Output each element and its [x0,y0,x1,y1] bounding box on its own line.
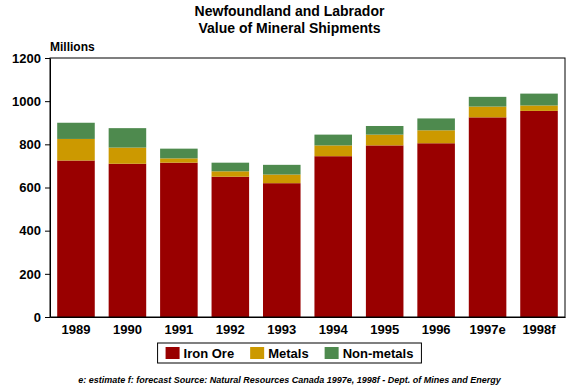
bar [263,183,301,317]
bar [109,164,147,317]
bar [417,143,455,317]
x-tick-label: 1990 [113,322,142,337]
bar [469,107,507,118]
subtitle: Value of Mineral Shipments [198,20,380,36]
x-tick-label: 1996 [422,322,451,337]
legend-item: Iron Ore [166,346,235,361]
legend-box [158,343,422,363]
y-axis-title: Millions [50,40,95,54]
bar [520,105,558,110]
series [57,105,558,183]
x-tick-label: 1994 [319,322,349,337]
bar [520,111,558,317]
y-tick-label: 0 [34,310,41,325]
annotation: e: estimate f: forecast Source: Natural … [78,375,502,385]
chart: Newfoundland and LabradorValue of Minera… [0,0,579,390]
bar [366,135,404,146]
y-tick-mark [45,101,50,102]
y-tick-mark [45,58,50,59]
legend: Iron Ore Metals Non-metals [158,343,422,363]
bar [212,171,250,176]
bar [160,163,198,317]
x-tick: 1997e [469,317,505,337]
bars [57,94,558,317]
x-axis: 1989 1990 1991 1992 1993 1994 1995 1996 1997e 199… [51,317,566,337]
x-tick: 1995 [370,317,399,337]
bar [417,130,455,143]
bar [160,149,198,159]
y-tick: 600 [19,180,50,195]
title: Newfoundland and Labrador [195,3,385,19]
bar [109,128,147,147]
bar [263,165,301,175]
plot: 0 200 400 600 800 1000 1200 1989 1990 1991 1992 199… [12,51,565,338]
x-tick: 1993 [267,317,296,337]
x-tick-label: 1993 [267,322,296,337]
x-tick: 1994 [319,317,349,337]
bar [469,97,507,107]
x-tick: 1998f [522,317,556,337]
y-tick-label: 800 [19,137,41,152]
x-tick: 1991 [164,317,193,337]
series [57,94,558,175]
y-tick: 1000 [12,94,50,109]
x-tick-label: 1995 [370,322,399,337]
y-tick: 200 [19,266,50,281]
y-axis-line [50,59,51,318]
bar [212,163,250,172]
x-tick-label: 1991 [164,322,193,337]
legend-label: Iron Ore [184,346,235,361]
x-tick: 1990 [113,317,142,337]
bar [160,158,198,162]
bar [366,126,404,135]
legend-swatch [325,347,339,359]
bar [263,175,301,184]
y-tick-label: 1200 [12,51,41,66]
bar [469,117,507,317]
bar [314,145,352,156]
y-tick-label: 1000 [12,94,41,109]
y-tick-mark [45,144,50,145]
y-axis: 0 200 400 600 800 1000 1200 [12,51,50,325]
x-tick: 1989 [62,317,91,337]
x-tick-label: 1998f [522,322,556,337]
y-tick-mark [45,274,50,275]
bar [57,139,95,161]
x-tick-label: 1992 [216,322,245,337]
y-tick: 1200 [12,51,50,66]
legend-swatch [250,347,264,359]
plot-frame [50,58,565,317]
x-tick-label: 1989 [62,322,91,337]
x-tick: 1992 [216,317,245,337]
bar [57,123,95,139]
bar [212,177,250,317]
y-tick-label: 400 [19,223,41,238]
bar [417,118,455,130]
y-tick-mark [45,188,50,189]
y-tick-mark [45,317,50,318]
bar [366,145,404,317]
x-tick: 1996 [422,317,451,337]
series [57,111,558,317]
y-tick-label: 200 [19,266,41,281]
x-axis-line [51,317,566,318]
legend-swatch [166,347,180,359]
bar [57,161,95,317]
y-tick: 800 [19,137,50,152]
y-tick: 0 [34,310,50,325]
legend-label: Non-metals [343,346,414,361]
bar [109,148,147,164]
bar [314,156,352,317]
legend-item: Non-metals [325,346,414,361]
bar [520,94,558,106]
y-tick-mark [45,231,50,232]
bar [314,135,352,146]
y-tick-label: 600 [19,180,41,195]
legend-label: Metals [268,346,308,361]
x-tick-label: 1997e [469,322,505,337]
legend-item: Metals [250,346,308,361]
y-tick: 400 [19,223,50,238]
